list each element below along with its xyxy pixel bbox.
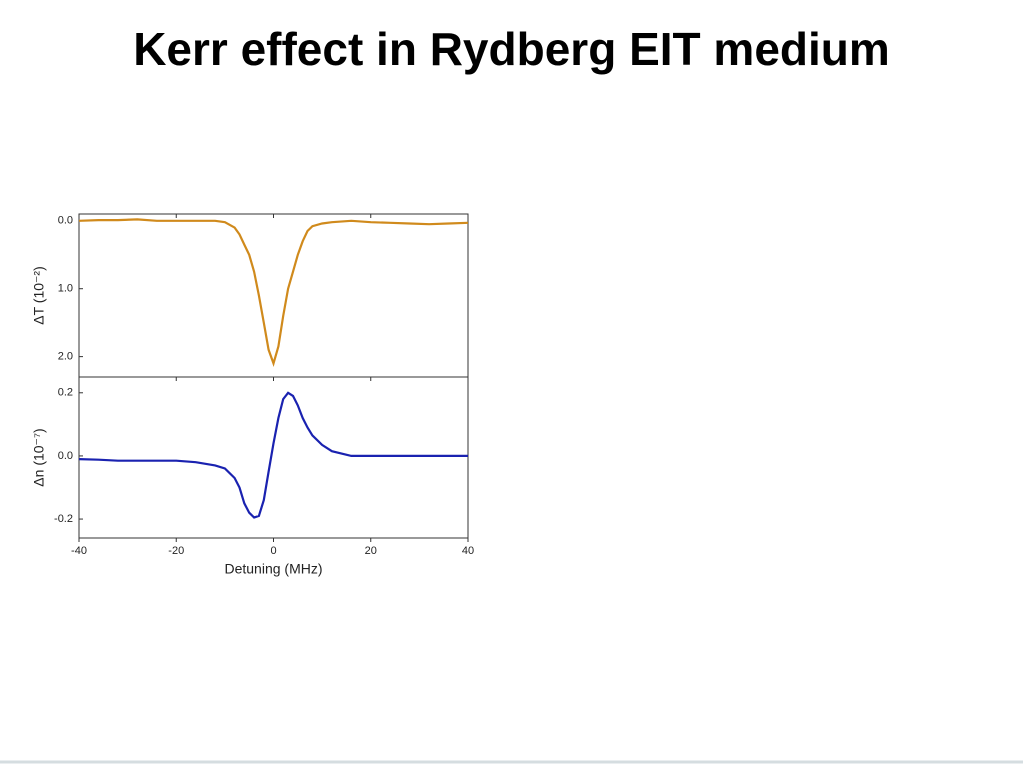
x-tick-label: 20: [365, 545, 377, 557]
x-axis-title: Detuning (MHz): [224, 561, 322, 577]
data-line: [78, 218, 469, 367]
y-tick-label: 0.0: [58, 450, 73, 462]
plot-frame: [78, 376, 469, 539]
x-tick-label: 0: [270, 545, 276, 557]
slide-title: Kerr effect in Rydberg EIT medium: [133, 23, 890, 75]
plot-frame: [78, 213, 469, 378]
x-tick-label: 40: [462, 545, 474, 557]
y-tick-label: 0.2: [58, 387, 73, 399]
y-tick-label: 1.0: [58, 283, 73, 295]
y-tick-label: 2.0: [58, 351, 73, 363]
y-axis-title: ΔT (10⁻²): [31, 266, 47, 325]
data-line: [78, 391, 468, 519]
y-axis-title: Δn (10⁻⁷): [31, 428, 47, 486]
y-tick-label: 0.0: [58, 215, 73, 227]
x-tick-label: -20: [168, 545, 184, 557]
x-tick-label: -40: [71, 545, 87, 557]
y-tick-label: -0.2: [54, 513, 73, 525]
